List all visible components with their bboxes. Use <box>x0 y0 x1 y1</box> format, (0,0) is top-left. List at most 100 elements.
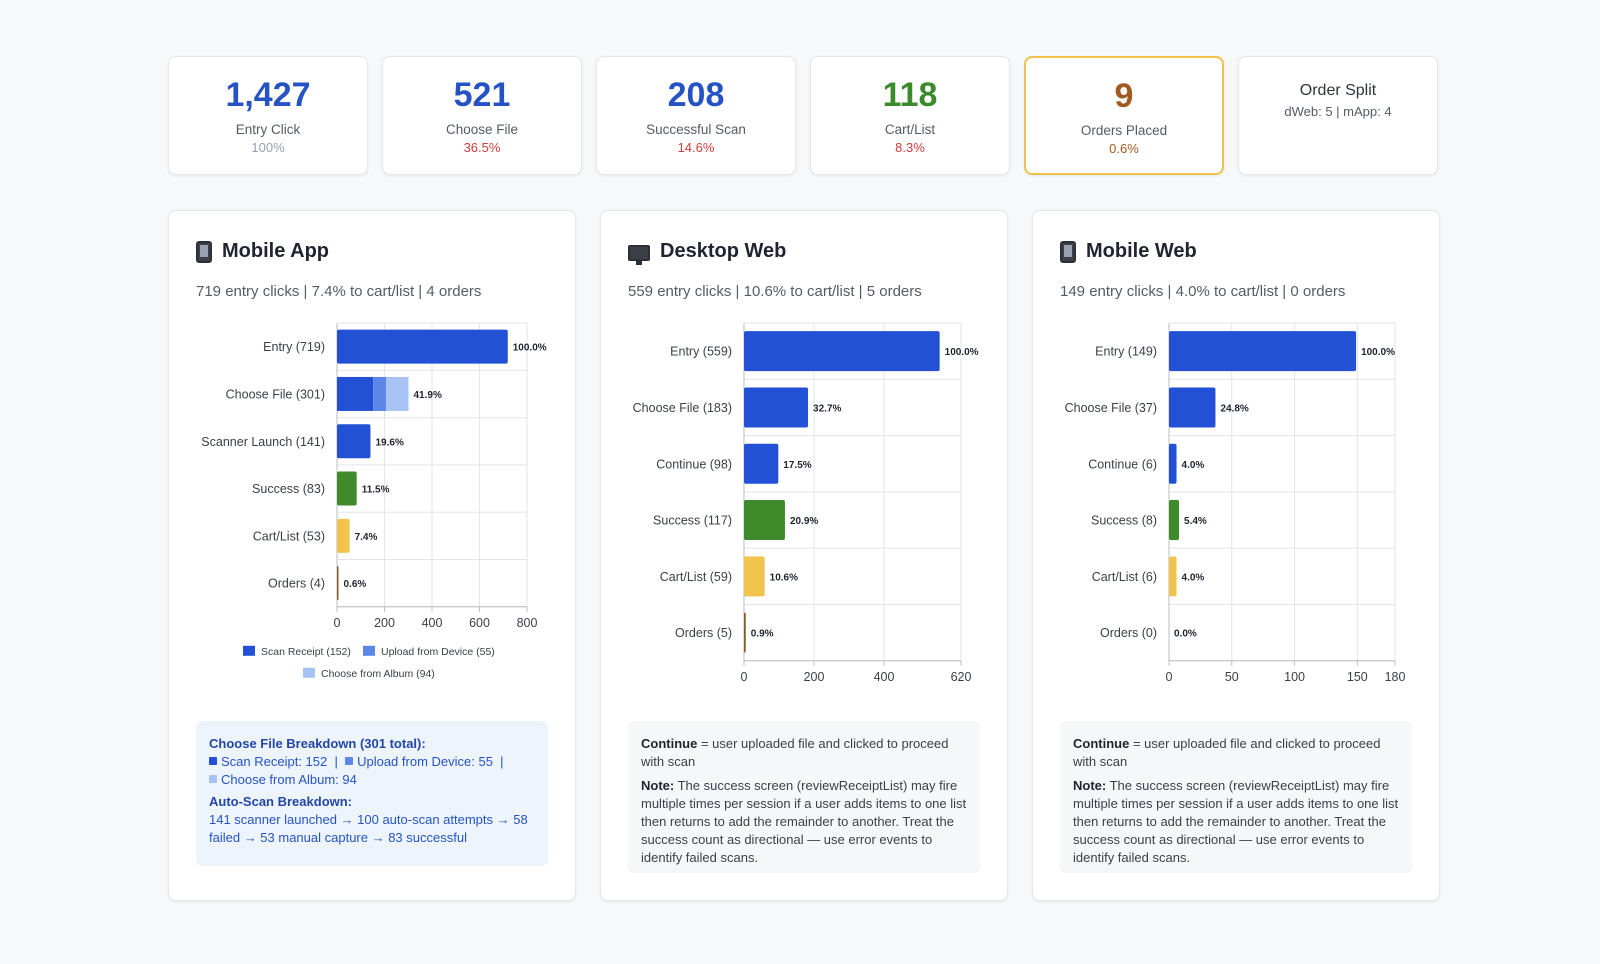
legend-label: Upload from Device (55) <box>381 646 495 658</box>
x-tick-label: 180 <box>1385 670 1406 684</box>
note-text: = user uploaded file and clicked to proc… <box>641 736 949 769</box>
x-tick-label: 600 <box>469 616 490 630</box>
x-tick-label: 100 <box>1284 670 1305 684</box>
bar <box>337 566 339 601</box>
kpi-label: Cart/List <box>884 122 936 137</box>
panel-desktop-web: Desktop Web 559 entry clicks | 10.6% to … <box>600 210 1008 901</box>
x-tick-label: 620 <box>951 670 972 684</box>
y-category-label: Choose File (301) <box>226 387 325 401</box>
x-tick-label: 50 <box>1225 670 1239 684</box>
bar <box>744 612 746 653</box>
bar-value-label: 4.0% <box>1182 572 1205 583</box>
kpi-card-successful-scan: 208 Successful Scan 14.6% <box>596 56 796 175</box>
bar <box>744 387 809 428</box>
y-category-label: Success (83) <box>252 482 325 496</box>
legend-swatch <box>345 757 354 765</box>
bar-value-label: 5.4% <box>1184 516 1207 527</box>
bar-value-label: 41.9% <box>413 390 441 401</box>
bar-value-label: 7.4% <box>355 532 378 543</box>
bar-value-label: 24.8% <box>1220 403 1248 414</box>
bar <box>1169 556 1177 597</box>
bar-segment <box>386 376 409 411</box>
breakdown-heading: Choose File Breakdown (301 total): <box>209 736 426 751</box>
y-category-label: Orders (5) <box>675 626 732 640</box>
kpi-percent: 8.3% <box>895 140 925 155</box>
legend-swatch <box>303 667 315 678</box>
y-category-label: Choose File (37) <box>1065 401 1157 415</box>
panel-title-text: Mobile Web <box>1086 240 1197 262</box>
kpi-card-order-split: Order Split dWeb: 5 | mApp: 4 <box>1238 56 1438 175</box>
kpi-label: Entry Click <box>235 122 301 137</box>
bar <box>1169 331 1357 372</box>
y-category-label: Scanner Launch (141) <box>201 435 325 449</box>
kpi-card-cart-list: 118 Cart/List 8.3% <box>810 56 1010 175</box>
bar-segment <box>373 376 387 411</box>
kpi-percent: 0.6% <box>1109 141 1139 156</box>
kpi-card-choose-file: 521 Choose File 36.5% <box>382 56 582 175</box>
phone-icon <box>196 240 212 263</box>
definition-note: Continue = user uploaded file and clicke… <box>1060 721 1412 873</box>
monitor-icon <box>628 244 650 265</box>
x-tick-label: 0 <box>1166 670 1173 684</box>
y-category-label: Orders (0) <box>1100 626 1157 640</box>
funnel-chart-mobile-web: 0 50 100 150 180 Entry (149) 100.0% Choose File… <box>1065 322 1406 684</box>
y-category-label: Entry (719) <box>263 340 325 354</box>
phone-icon <box>1060 240 1076 263</box>
autoscan-text: 141 scanner launched → 100 auto-scan att… <box>209 812 528 845</box>
panel-title: Desktop Web <box>628 240 787 265</box>
bar-value-label: 100.0% <box>945 347 979 358</box>
panel-subtitle: 559 entry clicks | 10.6% to cart/list | … <box>628 283 922 300</box>
bar <box>337 518 350 553</box>
x-tick-label: 200 <box>804 670 825 684</box>
legend-label: Choose from Album (94) <box>321 668 435 680</box>
panel-subtitle: 719 entry clicks | 7.4% to cart/list | 4… <box>196 283 482 300</box>
separator: | <box>334 754 338 769</box>
note-term: Continue <box>641 736 698 751</box>
note-paragraph: Note: The success screen (reviewReceiptL… <box>1073 777 1399 867</box>
panel-title: Mobile Web <box>1060 240 1197 263</box>
bar-value-label: 100.0% <box>513 343 547 354</box>
bar <box>1169 500 1180 541</box>
note-term: Continue <box>1073 736 1130 751</box>
note-text: The success screen (reviewReceiptList) m… <box>641 778 967 865</box>
x-tick-label: 0 <box>334 616 341 630</box>
x-tick-label: 400 <box>874 670 895 684</box>
note-paragraph: Note: The success screen (reviewReceiptL… <box>641 777 967 867</box>
panel-title: Mobile App <box>196 240 329 263</box>
breakdown-list: Scan Receipt: 152 | Upload from Device: … <box>209 754 504 787</box>
panel-title-text: Desktop Web <box>660 240 787 262</box>
y-category-label: Cart/List (53) <box>253 529 325 543</box>
x-tick-label: 0 <box>741 670 748 684</box>
kpi-percent: 14.6% <box>677 140 715 155</box>
y-category-label: Cart/List (6) <box>1092 570 1157 584</box>
bar <box>337 329 508 364</box>
bar-value-label: 20.9% <box>790 516 818 527</box>
bar-value-label: 0.6% <box>344 579 367 590</box>
legend-label: Scan Receipt (152) <box>261 646 351 658</box>
kpi-label: Orders Placed <box>1080 123 1168 138</box>
bar-value-label: 100.0% <box>1361 347 1395 358</box>
legend-swatch <box>209 775 217 783</box>
bar-value-label: 4.0% <box>1182 460 1205 471</box>
funnel-chart-mobile-app: 0 200 400 600 800 Entry (719) 100.0% Choose Fil… <box>201 322 547 680</box>
kpi-value: 9 <box>1114 77 1134 115</box>
breakdown-item: Choose from Album: 94 <box>221 772 357 787</box>
choose-file-breakdown: Choose File Breakdown (301 total): Scan … <box>196 721 548 866</box>
bar-segment <box>337 376 374 411</box>
bar <box>1169 387 1216 428</box>
legend-swatch <box>243 645 255 656</box>
note-label: Note: <box>1073 778 1107 793</box>
bar <box>744 331 940 372</box>
funnel-chart-desktop-web: 0 200 400 620 Entry (559) 100.0% Choose File (… <box>633 322 979 684</box>
y-category-label: Continue (6) <box>1088 457 1157 471</box>
bar-value-label: 11.5% <box>362 485 390 496</box>
panel-mobile-web: Mobile Web 149 entry clicks | 4.0% to ca… <box>1032 210 1440 901</box>
kpi-value: 521 <box>453 76 511 114</box>
kpi-value: 1,427 <box>225 76 311 114</box>
bar-value-label: 17.5% <box>783 460 811 471</box>
y-category-label: Entry (149) <box>1095 345 1157 359</box>
legend-swatch <box>363 645 375 656</box>
x-tick-label: 800 <box>517 616 538 630</box>
note-label: Note: <box>641 778 675 793</box>
y-category-label: Cart/List (59) <box>660 570 732 584</box>
